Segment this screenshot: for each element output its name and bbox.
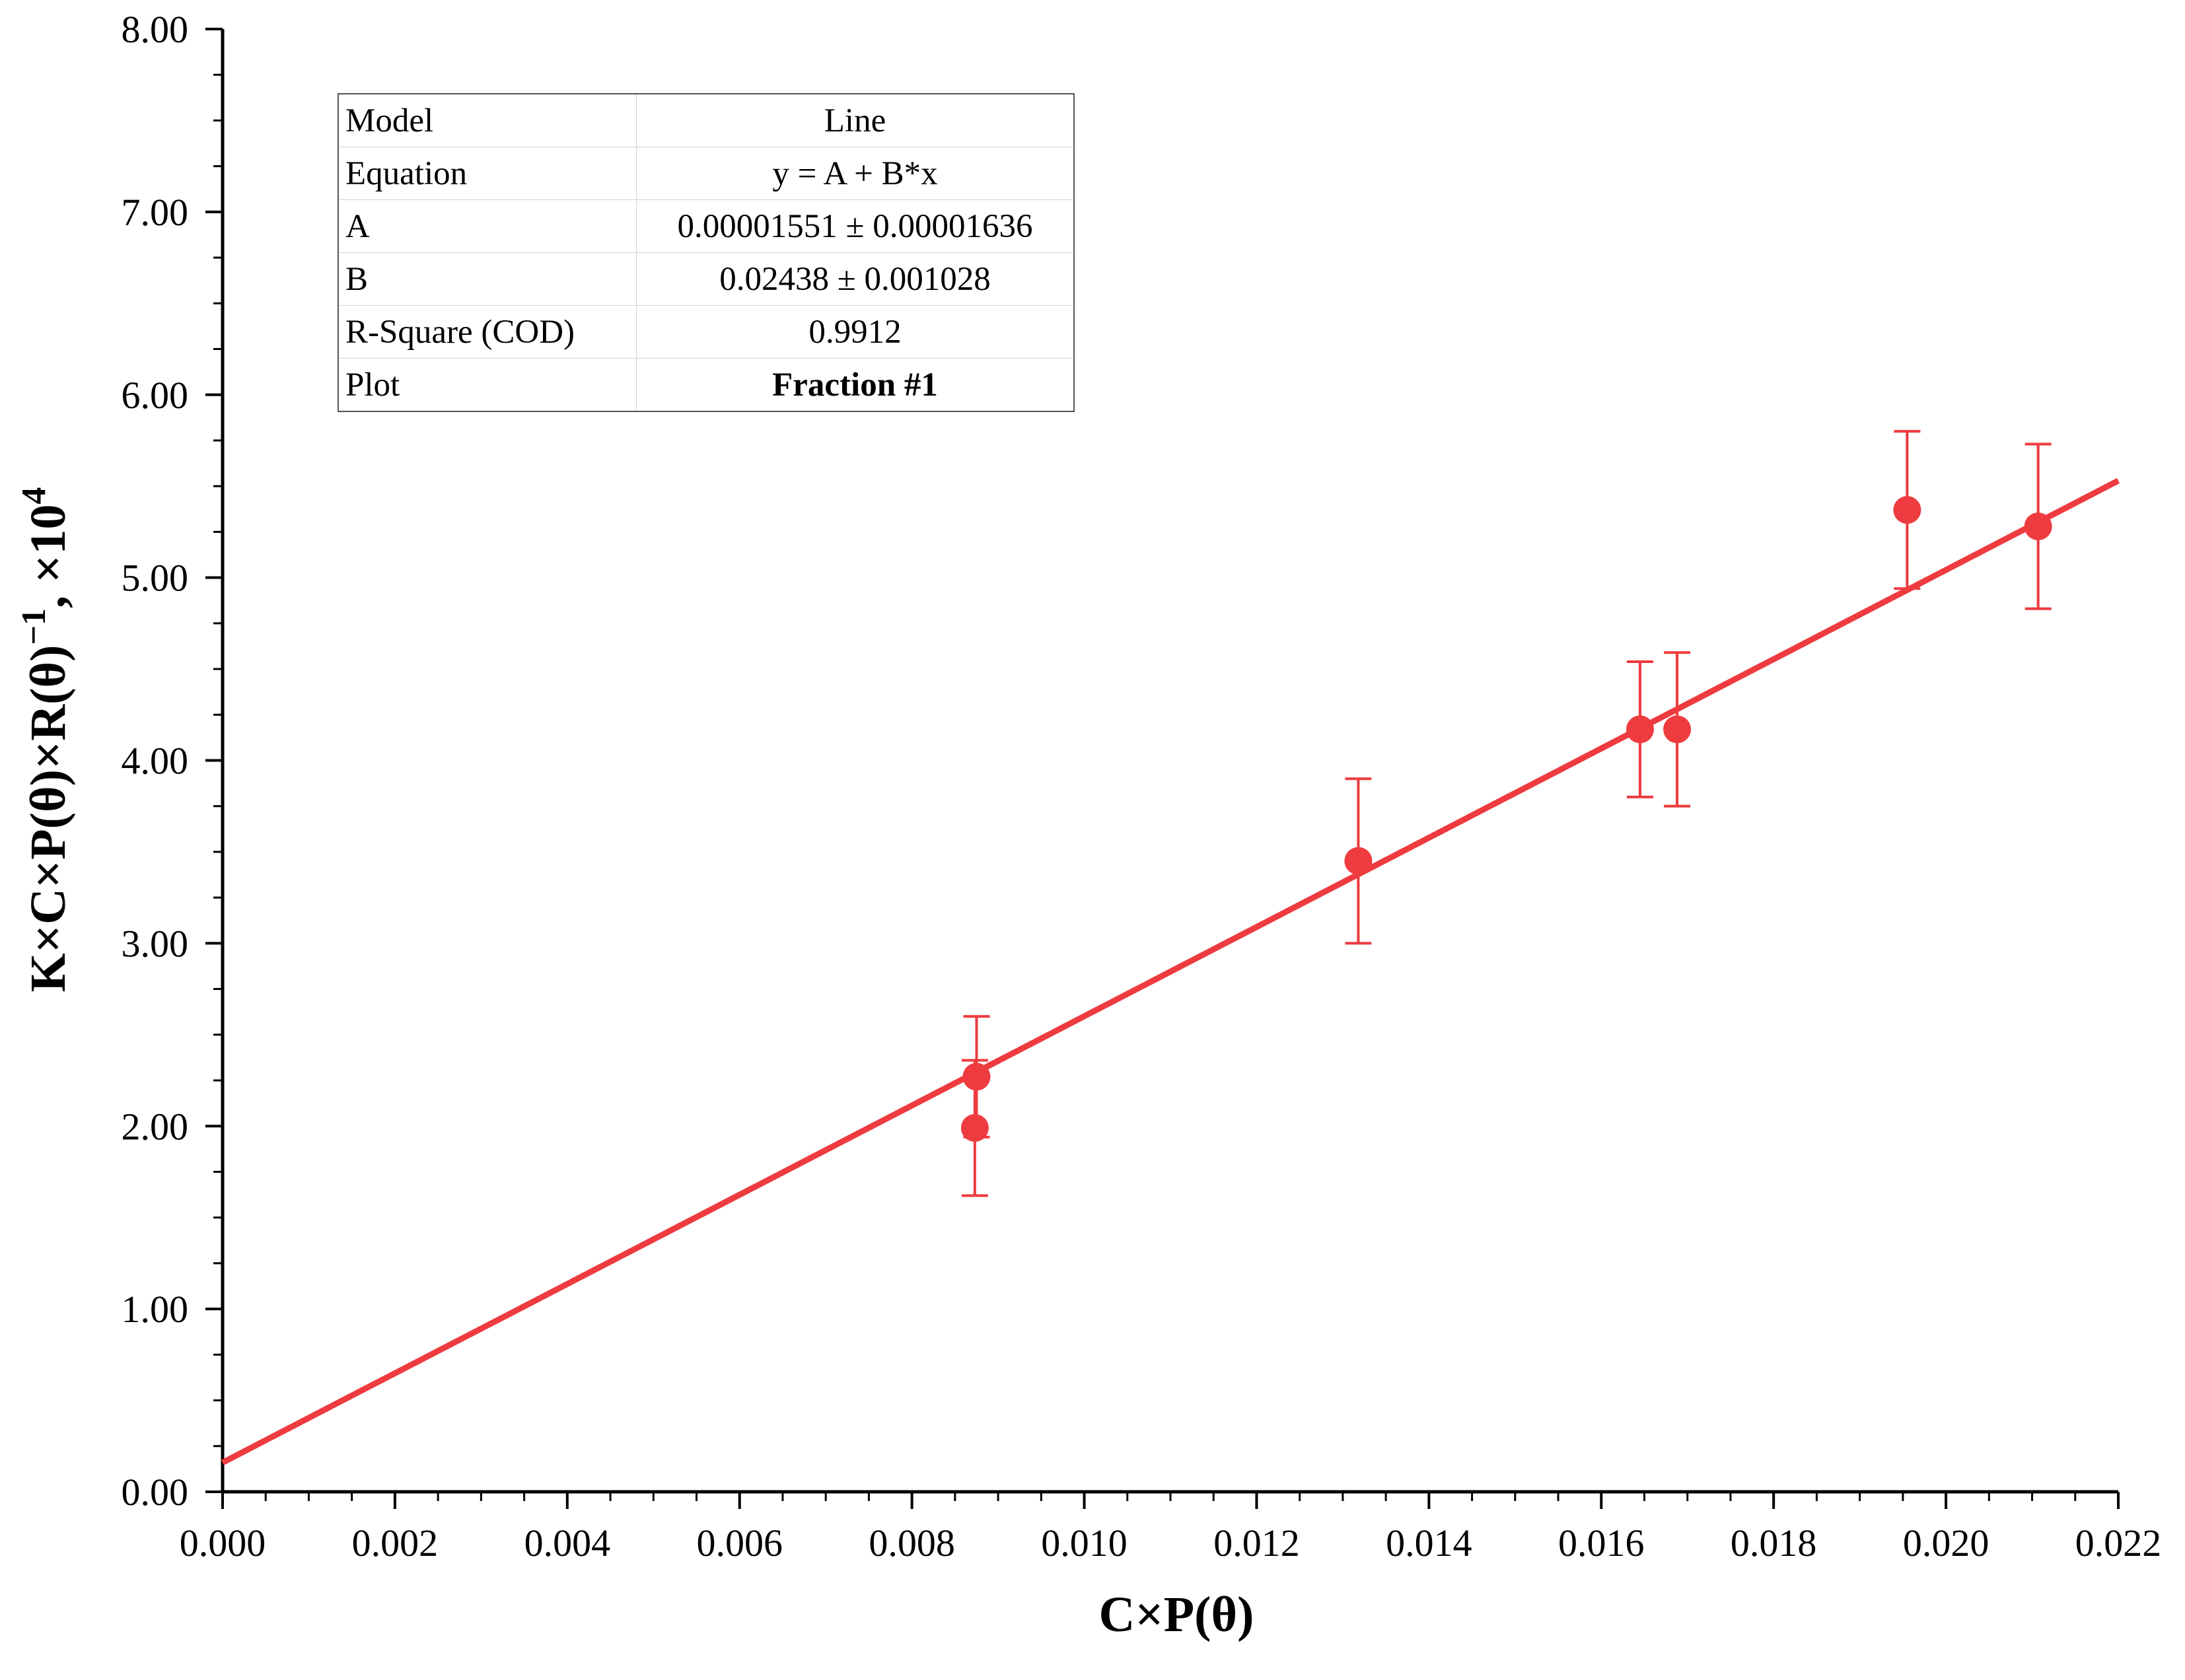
- fit-table-key: R-Square (COD): [338, 305, 637, 359]
- fit-table-key: B: [338, 252, 637, 306]
- x-tick-label: 0.008: [869, 1522, 955, 1564]
- y-tick-label: 7.00: [122, 191, 189, 234]
- data-point: [2024, 512, 2052, 541]
- fit-table-value: Line: [636, 93, 1075, 147]
- data-point: [1344, 847, 1373, 875]
- x-tick-label: 0.020: [1903, 1522, 1989, 1564]
- x-tick-label: 0.002: [352, 1522, 439, 1564]
- x-tick-label: 0.014: [1386, 1522, 1472, 1564]
- x-tick-label: 0.000: [180, 1522, 266, 1564]
- fit-table-value: y = A + B*x: [636, 147, 1075, 200]
- data-point: [1893, 496, 1921, 524]
- y-tick-label: 3.00: [122, 922, 189, 965]
- fit-table-key: Plot: [338, 358, 637, 412]
- data-marks: [960, 430, 2052, 1197]
- fit-table-row: Model Line: [338, 93, 1075, 147]
- x-tick-label: 0.012: [1213, 1522, 1300, 1564]
- fit-table-row: B 0.02438 ± 0.001028: [338, 252, 1075, 306]
- y-tick-label: 0.00: [122, 1471, 189, 1514]
- x-tick-label: 0.004: [524, 1522, 611, 1564]
- axes: 0.000 0.002 0.004 0.006 0.008 0.010 0.012 0.014…: [122, 8, 2162, 1564]
- y-axis-title: K×C×P(θ)×R(θ)−1, ×104: [15, 487, 76, 993]
- data-point: [960, 1114, 989, 1142]
- y-tick-label: 4.00: [122, 740, 189, 783]
- fit-table-value: Fraction #1: [636, 358, 1075, 412]
- y-tick-label: 2.00: [122, 1105, 189, 1148]
- fit-table-key: Equation: [338, 147, 637, 200]
- x-tick-label: 0.010: [1041, 1522, 1128, 1564]
- fit-table-key: A: [338, 199, 637, 253]
- x-tick-label: 0.016: [1558, 1522, 1645, 1564]
- y-tick-label: 1.00: [122, 1288, 189, 1331]
- y-tick-label: 5.00: [122, 557, 189, 600]
- fit-line-group: [221, 477, 2120, 1465]
- x-tick-label: 0.018: [1731, 1522, 1817, 1564]
- fit-table-row: Equation y = A + B*x: [338, 147, 1075, 200]
- fit-table-row: R-Square (COD) 0.9912: [338, 305, 1075, 359]
- fit-table-value: 0.02438 ± 0.001028: [636, 252, 1075, 306]
- x-tick-label: 0.022: [2075, 1522, 2162, 1564]
- fit-results-table: Model Line Equation y = A + B*x A 0.00001551 …: [338, 93, 1075, 412]
- fit-line: [221, 477, 2120, 1465]
- y-tick-label: 8.00: [122, 8, 189, 51]
- data-point: [1663, 715, 1692, 744]
- fit-table-key: Model: [338, 93, 637, 147]
- fit-table-row: A 0.00001551 ± 0.00001636: [338, 199, 1075, 253]
- data-point: [962, 1063, 991, 1091]
- data-point: [1626, 715, 1654, 744]
- fit-table-row: Plot Fraction #1: [338, 358, 1075, 412]
- fit-table-value: 0.9912: [636, 305, 1075, 359]
- x-tick-label: 0.006: [696, 1522, 783, 1564]
- fit-table-value: 0.00001551 ± 0.00001636: [636, 199, 1075, 253]
- x-axis-title: C×P(θ): [1099, 1587, 1254, 1642]
- y-tick-label: 6.00: [122, 374, 189, 417]
